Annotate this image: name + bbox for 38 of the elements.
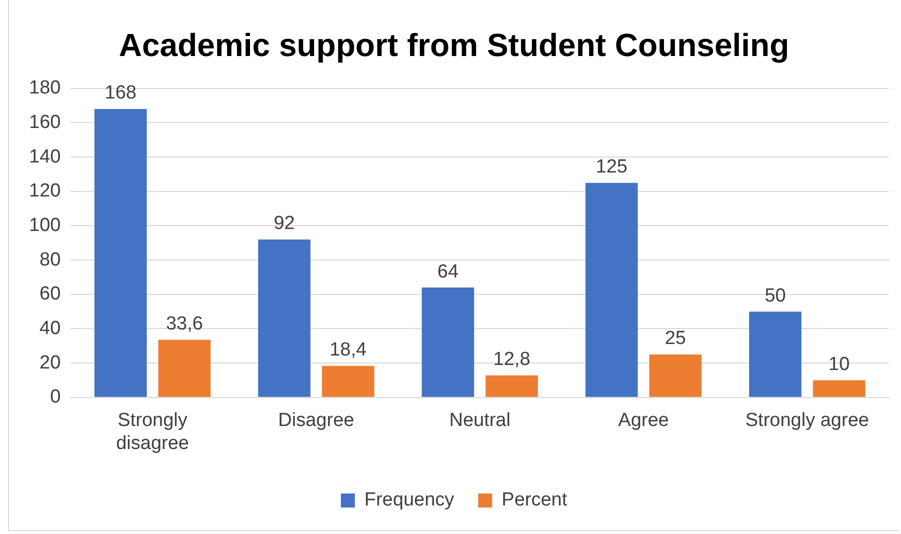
bar [258, 239, 310, 397]
y-tick-label: 60 [40, 284, 61, 305]
data-label: 64 [437, 261, 459, 282]
legend-label: Percent [502, 490, 568, 511]
data-label: 125 [596, 156, 628, 178]
bar [486, 375, 538, 397]
data-label: 168 [104, 82, 136, 104]
y-tick-label: 0 [50, 386, 61, 408]
legend-label: Frequency [364, 490, 455, 511]
y-tick-label: 180 [29, 78, 61, 99]
bar [322, 366, 374, 397]
data-label: 18,4 [330, 340, 368, 361]
bar [812, 380, 866, 397]
y-tick-label: 20 [40, 352, 61, 374]
bar [158, 340, 211, 397]
data-label: 92 [274, 213, 295, 234]
y-tick-label: 100 [29, 214, 61, 236]
x-tick-label: Neutral [449, 410, 510, 432]
x-tick-label: Agree [618, 410, 669, 432]
y-tick-label: 140 [29, 146, 61, 168]
bar [585, 182, 638, 397]
y-tick-label: 160 [29, 112, 61, 133]
data-label: 12,8 [493, 349, 530, 370]
x-tick-label: Strongly disagree [116, 410, 189, 454]
bar [94, 109, 147, 397]
chart-title: Academic support from Student Counseling [118, 27, 790, 64]
data-label: 10 [828, 354, 850, 375]
bar [649, 354, 702, 397]
y-tick-label: 40 [40, 318, 61, 339]
bar [422, 288, 474, 397]
data-label: 33,6 [166, 313, 203, 334]
x-tick-label: Disagree [278, 410, 354, 432]
x-tick-label: Strongly agree [745, 410, 869, 432]
bar [749, 312, 802, 397]
data-label: 25 [664, 328, 686, 350]
y-tick-label: 80 [40, 249, 61, 270]
y-tick-label: 120 [29, 180, 61, 202]
data-label: 50 [764, 285, 786, 306]
